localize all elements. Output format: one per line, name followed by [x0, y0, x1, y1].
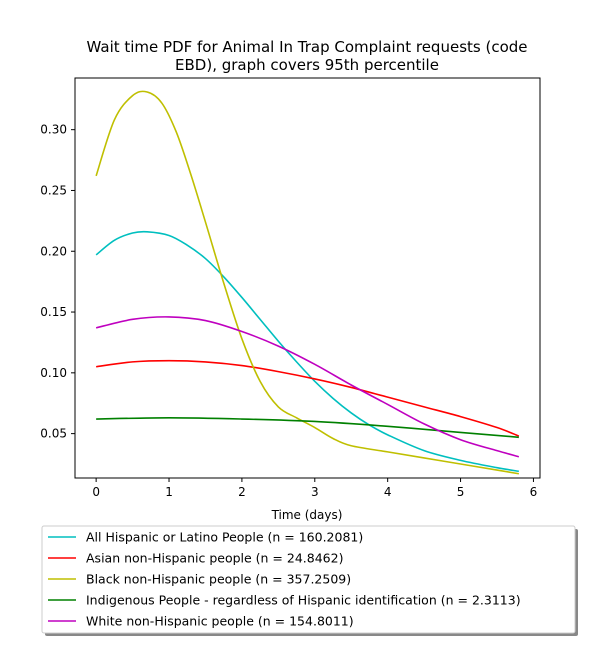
x-tick-label-4: 4: [384, 485, 392, 499]
series-line-3: [96, 417, 519, 439]
legend-label-1: Asian non-Hispanic people (n = 24.8462): [86, 551, 343, 566]
chart-title-line-1: Wait time PDF for Animal In Trap Complai…: [87, 38, 528, 56]
series-line-1: [96, 359, 520, 437]
plot-area-frame: [74, 77, 541, 479]
series-line-2: [95, 90, 519, 475]
legend-label-2: Black non-Hispanic people (n = 357.2509): [86, 572, 351, 587]
y-tick-label-3: 0.20: [40, 244, 67, 258]
legend-box: [41, 525, 576, 634]
x-tick-label-5: 5: [457, 485, 465, 499]
y-tick-label-4: 0.25: [40, 183, 67, 197]
legend: All Hispanic or Latino People (n = 160.2…: [41, 525, 578, 636]
x-tick-label-6: 6: [530, 485, 538, 499]
series-line-4: [95, 316, 520, 458]
legend-label-4: White non-Hispanic people (n = 154.8011): [86, 614, 354, 629]
legend-entries: All Hispanic or Latino People (n = 160.2…: [48, 530, 521, 629]
y-tick-label-0: 0.05: [40, 427, 67, 441]
x-tick-label-1: 1: [165, 485, 173, 499]
series-line-0: [95, 230, 519, 473]
y-tick-label-5: 0.30: [40, 123, 67, 137]
y-tick-label-2: 0.15: [40, 305, 67, 319]
x-axis-label: Time (days): [271, 508, 343, 522]
x-tick-label-3: 3: [311, 485, 319, 499]
chart-title-line-2: EBD), graph covers 95th percentile: [175, 56, 439, 74]
x-tick-label-0: 0: [92, 485, 100, 499]
x-tick-label-2: 2: [238, 485, 246, 499]
x-axis-ticks: 0 1 2 3 4 5 6: [92, 478, 537, 499]
legend-label-3: Indigenous People - regardless of Hispan…: [86, 593, 521, 608]
y-axis-ticks: 0.05 0.10 0.15 0.20 0.25 0.30: [40, 123, 75, 441]
y-tick-label-1: 0.10: [40, 366, 67, 380]
plot-lines: [95, 90, 520, 475]
legend-label-0: All Hispanic or Latino People (n = 160.2…: [86, 530, 363, 545]
